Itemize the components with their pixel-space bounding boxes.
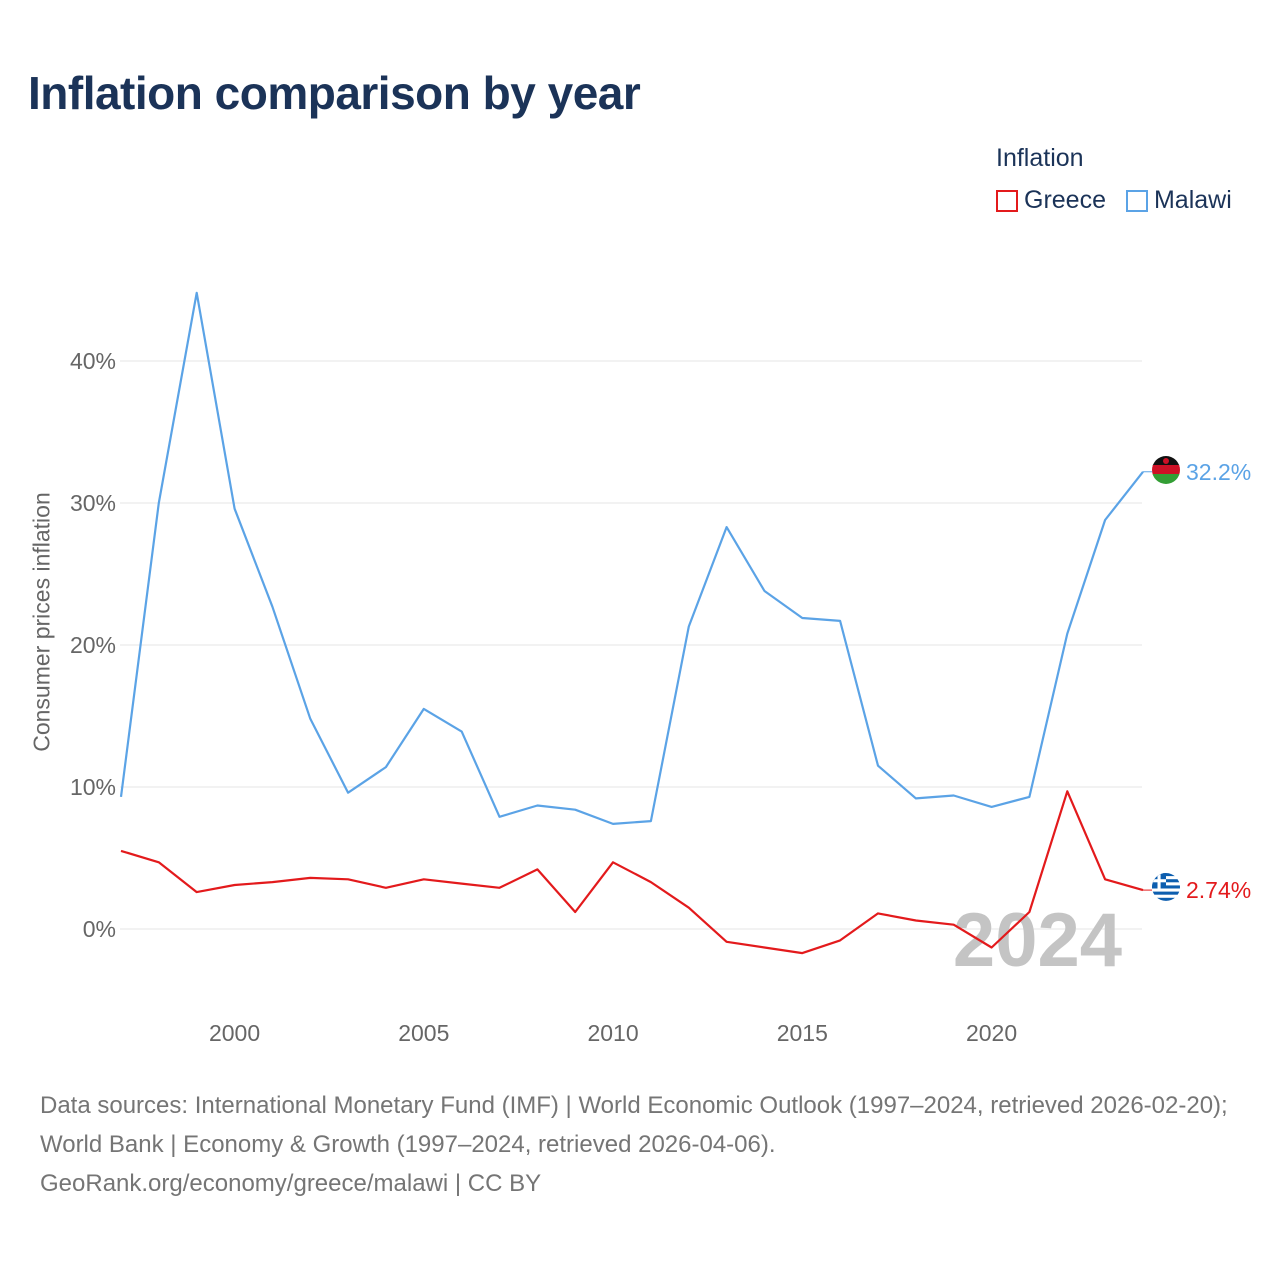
end-labels: 32.2% 2.74% (1142, 459, 1251, 903)
chart-title: Inflation comparison by year (28, 67, 641, 119)
series-line-malawi[interactable] (119, 291, 1144, 826)
legend-swatch-malawi (1125, 189, 1148, 212)
y-tick-label: 40% (70, 348, 116, 374)
y-tick-label: 20% (70, 632, 116, 658)
grid-lines (120, 360, 1142, 930)
y-tick-label: 10% (70, 774, 116, 800)
legend-label-malawi: Malawi (1153, 186, 1232, 214)
y-tick-label: 30% (70, 490, 116, 516)
footer-credit: GeoRank.org/economy/greece/malawi | CC B… (40, 1170, 542, 1197)
greece-flag-icon (1152, 873, 1180, 901)
legend-label-greece: Greece (1024, 186, 1106, 214)
series-line-greece[interactable] (120, 790, 1144, 955)
footer-sources-text: Data sources: International Monetary Fun… (40, 1092, 1228, 1158)
footer-sources: Data sources: International Monetary Fun… (40, 1086, 1250, 1203)
x-tick-label: 2010 (587, 1020, 638, 1046)
legend-title: Inflation (996, 144, 1084, 172)
line-chart: 0%10%20%30%40% 2000 2005 2010 2015 2020 2024… (70, 291, 1251, 1046)
y-tick-label: 0% (83, 916, 116, 942)
legend-item-greece[interactable]: Greece (996, 186, 1106, 215)
legend-swatch-greece (996, 189, 1018, 212)
legend-item-malawi[interactable]: Malawi (1125, 186, 1232, 215)
end-label-malawi: 32.2% (1186, 459, 1251, 485)
end-label-greece: 2.74% (1186, 877, 1251, 903)
series-lines (119, 291, 1144, 955)
y-tick-labels: 0% 10% 20% 30% 40% (70, 348, 116, 942)
x-tick-label: 2020 (966, 1020, 1017, 1046)
x-tick-label: 2005 (398, 1020, 449, 1046)
x-tick-label: 2000 (209, 1020, 260, 1046)
legend: Greece Malawi (996, 186, 1232, 215)
x-tick-labels: 2000 2005 2010 2015 2020 (209, 1020, 1017, 1046)
x-tick-label: 2015 (777, 1020, 828, 1046)
malawi-flag-icon (1152, 456, 1180, 484)
